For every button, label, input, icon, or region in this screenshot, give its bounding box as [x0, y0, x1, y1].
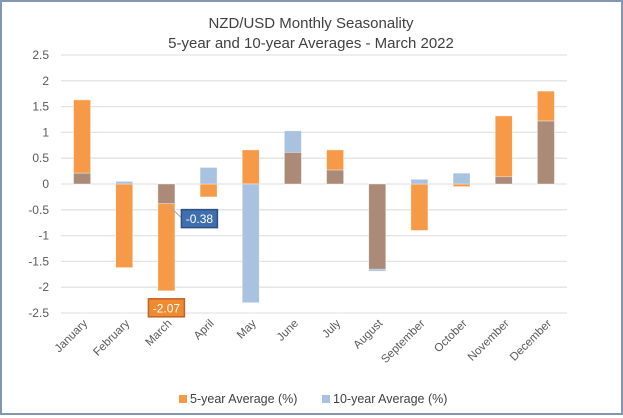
x-axis: January February March April May June July Augu… [53, 317, 554, 366]
x-tick-label: January [53, 317, 91, 355]
y-tick-label: -0.5 [28, 203, 49, 217]
bars [73, 90, 555, 303]
y-tick-label: 2 [42, 74, 49, 88]
chart-subtitle: 5-year and 10-year Averages - March 2022 [168, 35, 454, 52]
bar-overlap [73, 172, 91, 185]
bar-10-year [241, 183, 260, 303]
legend: 5-year Average (%) 10-year Average (%) [179, 392, 447, 406]
bar-overlap [284, 152, 302, 185]
legend-label: 5-year Average (%) [190, 392, 297, 406]
x-tick-label: February [91, 317, 132, 358]
annotations: -2.07 -0.38 [147, 205, 219, 318]
data-label-box [180, 208, 219, 229]
x-tick-label: August [352, 317, 386, 351]
x-tick-label: April [192, 318, 217, 343]
bar-10-year [115, 181, 134, 185]
x-tick-label: December [508, 318, 554, 364]
y-tick-label: 0 [42, 177, 49, 191]
x-tick-label: March [143, 318, 174, 349]
legend-swatch [179, 395, 187, 403]
data-label-box [147, 298, 186, 318]
x-tick-label: November [466, 318, 512, 364]
bar-5-year [410, 183, 429, 231]
y-tick-label: -2.5 [28, 306, 49, 320]
x-tick-label: May [235, 317, 259, 341]
bar-5-year [115, 183, 134, 268]
bar-10-year [199, 167, 218, 185]
bar-5-year [494, 115, 513, 185]
gridlines [61, 54, 567, 314]
bar-10-year [452, 172, 471, 185]
chart-title: NZD/USD Monthly Seasonality [208, 15, 414, 32]
chart: NZD/USD Monthly Seasonality 5-year and 1… [28, 15, 567, 406]
y-tick-label: 2.5 [32, 48, 49, 62]
bar-overlap [494, 176, 513, 185]
y-axis: 2.5 2 1.5 1 0.5 0 -0.5 -1 -1.5 -2 -2.5 [28, 48, 49, 320]
x-tick-label: June [275, 318, 301, 344]
data-label: -2.07 [153, 301, 181, 315]
bar-5-year [199, 183, 218, 198]
y-tick-label: -1 [38, 229, 49, 243]
x-tick-label: October [432, 318, 470, 356]
bar-5-year [73, 99, 91, 185]
legend-swatch [322, 395, 330, 403]
y-tick-label: 1.5 [32, 100, 49, 114]
y-tick-label: 0.5 [32, 151, 49, 165]
y-tick-label: -2 [38, 280, 49, 294]
bar-overlap [368, 183, 387, 270]
data-label: -0.38 [186, 212, 214, 226]
x-tick-label: September [379, 318, 427, 366]
bar-overlap [326, 169, 344, 185]
bar-overlap [537, 120, 555, 185]
y-tick-label: -1.5 [28, 254, 49, 268]
x-tick-label: July [320, 317, 343, 340]
y-tick-label: 1 [42, 125, 49, 139]
bar-overlap [157, 183, 176, 204]
legend-label: 10-year Average (%) [333, 392, 447, 406]
bar-5-year [452, 183, 471, 187]
bar-10-year [410, 179, 429, 185]
annotation-leader-line [168, 205, 182, 218]
bar-5-year [241, 149, 260, 185]
